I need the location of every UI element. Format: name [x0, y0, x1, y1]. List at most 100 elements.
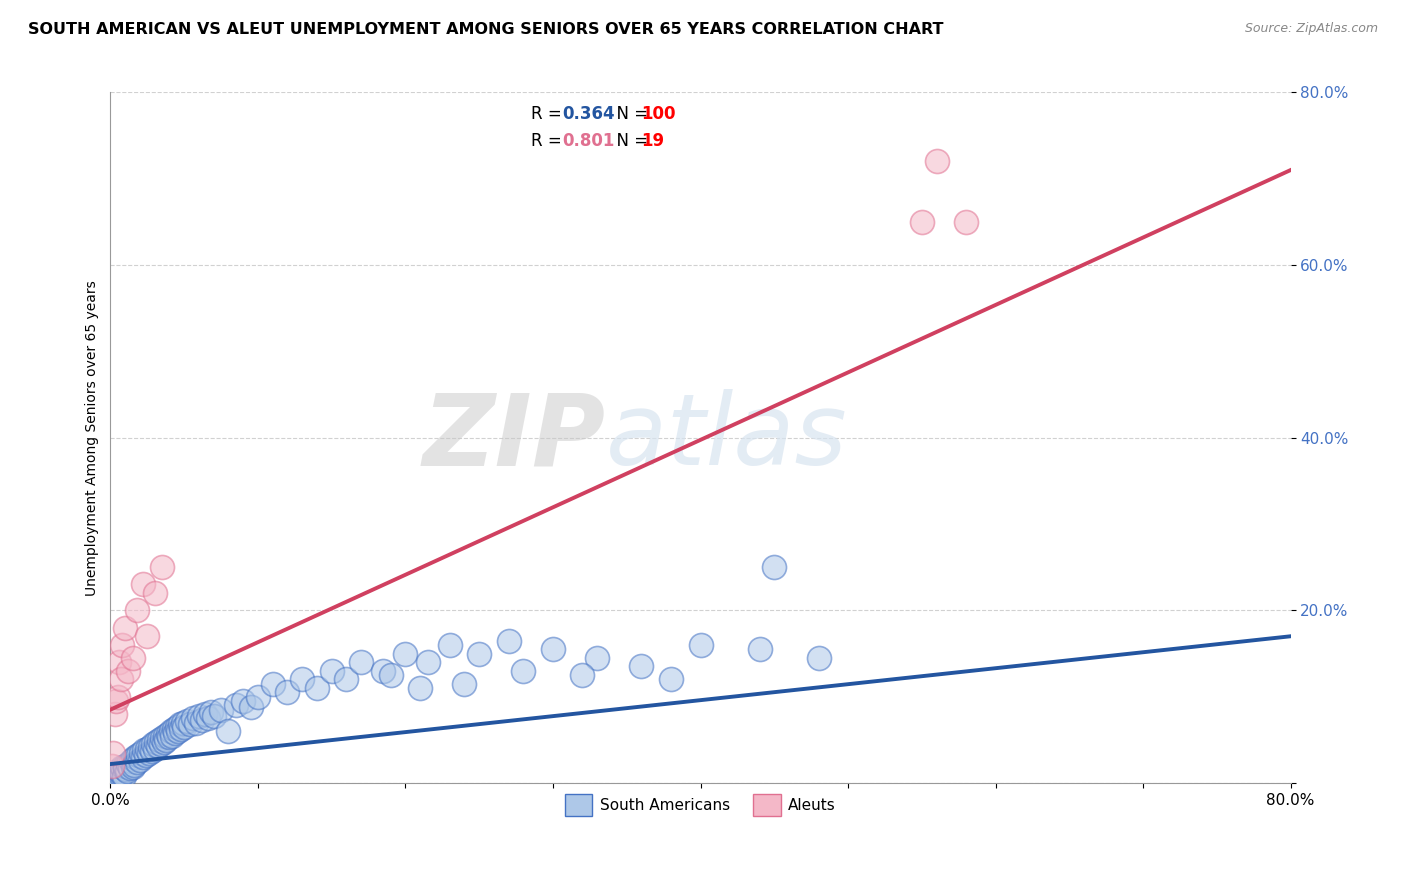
Text: 19: 19	[641, 132, 665, 150]
Point	[179, 717, 201, 731]
Point	[131, 746, 153, 760]
Point	[104, 773, 127, 788]
Point	[136, 741, 159, 756]
Point	[955, 215, 977, 229]
Point	[453, 677, 475, 691]
Point	[169, 717, 191, 731]
Point	[138, 746, 160, 760]
Point	[200, 705, 222, 719]
Point	[120, 755, 142, 769]
Point	[150, 731, 173, 746]
Point	[117, 757, 139, 772]
Point	[246, 690, 269, 704]
Point	[239, 700, 262, 714]
Point	[409, 681, 432, 695]
Text: Source: ZipAtlas.com: Source: ZipAtlas.com	[1244, 22, 1378, 36]
Point	[160, 724, 183, 739]
Point	[134, 743, 156, 757]
Point	[156, 727, 179, 741]
Point	[121, 759, 143, 773]
Point	[166, 720, 188, 734]
Point	[202, 708, 225, 723]
Point	[209, 703, 232, 717]
Point	[571, 668, 593, 682]
Point	[194, 706, 217, 721]
Point	[105, 770, 128, 784]
Text: ZIP: ZIP	[423, 389, 606, 486]
Point	[101, 758, 124, 772]
Point	[125, 756, 148, 770]
Point	[110, 764, 132, 779]
Point	[232, 694, 254, 708]
Point	[225, 698, 247, 713]
Text: N =: N =	[606, 105, 654, 123]
Point	[276, 685, 298, 699]
Point	[350, 655, 373, 669]
Legend: South Americans, Aleuts: South Americans, Aleuts	[557, 787, 844, 823]
Point	[104, 767, 127, 781]
Point	[121, 651, 143, 665]
Point	[105, 694, 128, 708]
Point	[103, 746, 125, 760]
Point	[155, 732, 177, 747]
Point	[181, 711, 204, 725]
Point	[118, 761, 141, 775]
Point	[114, 758, 136, 772]
Point	[416, 655, 439, 669]
Point	[321, 664, 343, 678]
Point	[129, 753, 152, 767]
Point	[108, 655, 131, 669]
Point	[135, 748, 157, 763]
Point	[143, 741, 166, 756]
Point	[111, 760, 134, 774]
Point	[101, 774, 124, 789]
Point	[103, 769, 125, 783]
Point	[191, 713, 214, 727]
Point	[107, 690, 129, 704]
Point	[104, 706, 127, 721]
Point	[143, 586, 166, 600]
Point	[173, 720, 195, 734]
Point	[305, 681, 328, 695]
Point	[763, 560, 786, 574]
Point	[187, 708, 209, 723]
Point	[170, 722, 193, 736]
Point	[136, 629, 159, 643]
Point	[925, 154, 948, 169]
Point	[586, 651, 609, 665]
Text: R =: R =	[530, 105, 567, 123]
Text: atlas: atlas	[606, 389, 848, 486]
Text: SOUTH AMERICAN VS ALEUT UNEMPLOYMENT AMONG SENIORS OVER 65 YEARS CORRELATION CHA: SOUTH AMERICAN VS ALEUT UNEMPLOYMENT AMO…	[28, 22, 943, 37]
Point	[150, 560, 173, 574]
Point	[394, 647, 416, 661]
Point	[373, 664, 395, 678]
Point	[141, 744, 163, 758]
Point	[124, 750, 146, 764]
Point	[146, 739, 169, 753]
Point	[148, 732, 170, 747]
Point	[184, 715, 207, 730]
Text: 0.364: 0.364	[562, 105, 614, 123]
Point	[145, 734, 167, 748]
Point	[689, 638, 711, 652]
Point	[157, 731, 180, 745]
Point	[117, 664, 139, 678]
Point	[291, 673, 314, 687]
Point	[112, 769, 135, 783]
Y-axis label: Unemployment Among Seniors over 65 years: Unemployment Among Seniors over 65 years	[86, 280, 100, 596]
Point	[115, 764, 138, 778]
Point	[197, 711, 219, 725]
Point	[512, 664, 534, 678]
Point	[439, 638, 461, 652]
Text: 0.801: 0.801	[562, 132, 614, 150]
Point	[110, 673, 132, 687]
Point	[176, 714, 198, 728]
Point	[659, 673, 682, 687]
Point	[107, 765, 129, 780]
Point	[111, 766, 134, 780]
Point	[103, 772, 125, 786]
Point	[125, 603, 148, 617]
Point	[807, 651, 830, 665]
Text: R =: R =	[530, 132, 567, 150]
Point	[132, 577, 155, 591]
